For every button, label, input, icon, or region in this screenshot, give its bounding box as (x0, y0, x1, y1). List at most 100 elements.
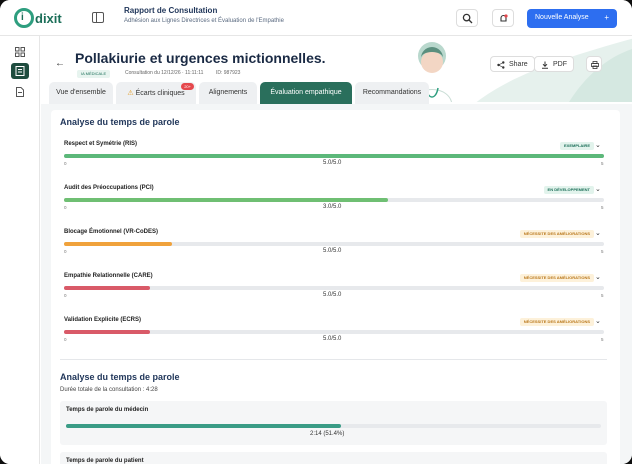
logo-mark-icon: i (14, 8, 34, 28)
metric-bar-fill (64, 198, 388, 202)
chevron-down-icon[interactable]: ⌄ (595, 142, 601, 149)
pdf-label: PDF (553, 61, 567, 68)
metric-max: 5 (601, 337, 604, 342)
search-button[interactable] (456, 9, 478, 27)
metric-label: Validation Explicite (ECRS) (64, 317, 142, 323)
metric-min: 0 (64, 293, 67, 298)
metric-label: Blocage Émotionnel (VR-CoDES) (64, 229, 159, 235)
metric-max: 5 (601, 161, 604, 166)
consultation-id: ID: 987923 (216, 70, 241, 76)
metric-status-badge: NÉCESSITE DES AMÉLIORATIONS (519, 230, 594, 238)
share-icon (497, 61, 505, 69)
logo[interactable]: i dixit (14, 8, 74, 30)
doctor-speech-card: Temps de parole du médecin 2:14 (51.4%) (60, 401, 607, 445)
empathy-panel: Analyse du temps de parole Respect et Sy… (51, 110, 620, 464)
metric-label: Empathie Relationnelle (CARE) (64, 273, 153, 279)
metric-bar (64, 242, 604, 246)
plus-icon: + (604, 13, 609, 22)
metric-min: 0 (64, 205, 67, 210)
consultation-duration: Durée totale de la consultation : 4:28 (60, 387, 158, 393)
chevron-down-icon[interactable]: ⌄ (595, 274, 601, 281)
tab-recommendations[interactable]: Recommandations (355, 82, 429, 104)
metric-max: 5 (601, 249, 604, 254)
share-button[interactable]: Share (490, 56, 535, 72)
metric-row[interactable]: Respect et Symétrie (RIS) EXEMPLAIRE ⌄ 0 5 5.… (51, 141, 620, 181)
tab-empathy[interactable]: Évaluation empathique (260, 82, 352, 104)
metric-bar (64, 198, 604, 202)
metric-row[interactable]: Empathie Relationnelle (CARE) NÉCESSITE D… (51, 273, 620, 313)
metric-row[interactable]: Audit des Préoccupations (PCI) EN DÉVELOP… (51, 185, 620, 225)
document-icon (16, 87, 24, 97)
doctor-speech-value: 2:14 (51.4%) (310, 431, 345, 437)
print-button[interactable] (586, 56, 602, 72)
metric-row[interactable]: Blocage Émotionnel (VR-CoDES) NÉCESSITE D… (51, 229, 620, 269)
metric-status-badge: EXEMPLAIRE (559, 142, 594, 150)
chevron-down-icon[interactable]: ⌄ (595, 230, 601, 237)
logo-text: dixit (35, 11, 62, 26)
metric-bar-fill (64, 286, 151, 290)
top-bar: i dixit Rapport de Consultation Adhésion… (0, 0, 632, 36)
tab-alignments[interactable]: Alignements (199, 82, 257, 104)
bell-icon (500, 14, 508, 22)
share-label: Share (509, 61, 528, 68)
left-rail (0, 36, 40, 464)
search-icon (462, 13, 473, 24)
metric-score: 5.0/5.0 (323, 160, 342, 166)
tab-clinical-gaps[interactable]: ⚠ Écarts cliniques 20+ (116, 82, 196, 104)
back-arrow-icon[interactable]: ← (55, 58, 65, 69)
chevron-down-icon[interactable]: ⌄ (595, 318, 601, 325)
metric-min: 0 (64, 249, 67, 254)
rail-item-dashboard[interactable] (11, 44, 29, 60)
pdf-button[interactable]: PDF (534, 56, 574, 72)
page-title: Rapport de Consultation (124, 6, 218, 15)
metric-max: 5 (601, 293, 604, 298)
metric-status-badge: NÉCESSITE DES AMÉLIORATIONS (519, 318, 594, 326)
ai-chip: IA MÉDICALE (77, 70, 111, 78)
tab-label: Recommandations (362, 89, 422, 96)
metric-max: 5 (601, 205, 604, 210)
case-title: Pollakiurie et urgences mictionnelles. (75, 50, 326, 66)
metric-score: 5.0/5.0 (323, 336, 342, 342)
tab-label: Écarts cliniques (135, 90, 185, 97)
speech-section-title: Analyse du temps de parole (60, 372, 180, 382)
case-header: ← Pollakiurie et urgences mictionnelles.… (41, 36, 632, 102)
tab-bar: Vue d'ensemble ⚠ Écarts cliniques 20+ Ali… (41, 82, 632, 104)
rail-item-reports[interactable] (11, 63, 29, 79)
new-analysis-button[interactable]: Nouvelle Analyse + (527, 9, 617, 28)
page-subtitle: Adhésion aux Lignes Directrices et Évalu… (124, 18, 284, 24)
notification-button[interactable] (492, 9, 514, 27)
metric-min: 0 (64, 337, 67, 342)
metric-bar (64, 286, 604, 290)
main-content: Analyse du temps de parole Respect et Sy… (41, 104, 632, 464)
patient-speech-label: Temps de parole du patient (66, 458, 144, 464)
doctor-speech-bar (66, 424, 601, 428)
doctor-speech-fill (66, 424, 341, 428)
section-divider (60, 359, 607, 360)
metric-label: Respect et Symétrie (RIS) (64, 141, 138, 147)
section-title: Analyse du temps de parole (60, 117, 180, 127)
report-icon (15, 66, 25, 76)
metric-min: 0 (64, 161, 67, 166)
download-icon (542, 61, 548, 69)
grid-icon (15, 47, 25, 57)
rail-item-documents[interactable] (11, 84, 29, 100)
new-analysis-label: Nouvelle Analyse (535, 14, 589, 21)
chevron-down-icon[interactable]: ⌄ (595, 186, 601, 193)
gap-count-badge: 20+ (181, 83, 194, 90)
metric-bar (64, 330, 604, 334)
metric-status-badge: NÉCESSITE DES AMÉLIORATIONS (519, 274, 594, 282)
metric-status-badge: EN DÉVELOPPEMENT (543, 186, 594, 194)
printer-icon (591, 61, 599, 69)
metric-score: 5.0/5.0 (323, 248, 342, 254)
tab-label: Alignements (208, 89, 248, 96)
tab-overview[interactable]: Vue d'ensemble (49, 82, 113, 104)
metric-bar (64, 154, 604, 158)
patient-speech-card: Temps de parole du patient (60, 452, 607, 464)
metric-row[interactable]: Validation Explicite (ECRS) NÉCESSITE DES… (51, 317, 620, 357)
sidebar-toggle-icon[interactable] (92, 12, 104, 23)
metric-bar-fill (64, 330, 151, 334)
consultation-date: Consultation du 12/12/26 · 11:11:11 (125, 70, 204, 76)
metric-bar-fill (64, 242, 172, 246)
warning-icon: ⚠ (127, 90, 134, 97)
